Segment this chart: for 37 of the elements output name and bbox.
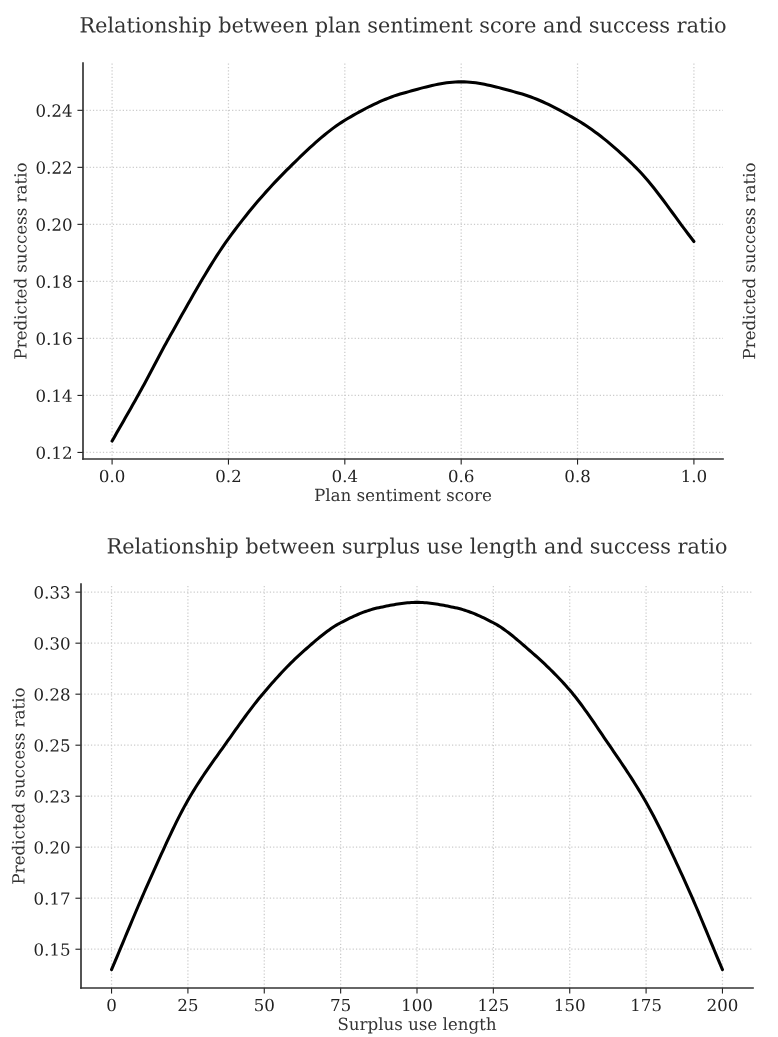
y-tick-label: 0.24 xyxy=(36,104,72,117)
x-tick-label: 200 xyxy=(707,998,738,1012)
x-tick-label: 175 xyxy=(632,998,661,1012)
x-tick-label: 75 xyxy=(331,998,350,1012)
y-tick-label: 0.33 xyxy=(34,586,70,599)
x-tick-label: 0 xyxy=(107,998,116,1012)
x-tick-label: 25 xyxy=(178,998,198,1012)
x-tick-label: 0.4 xyxy=(332,469,358,483)
y-tick-label: 0.20 xyxy=(34,841,70,854)
y-tick-label: 0.20 xyxy=(36,218,72,231)
y-tick-label: 0.18 xyxy=(36,275,72,288)
x-tick-label: 0.8 xyxy=(565,469,590,483)
chart-title: Relationship between plan sentiment score and success ratio xyxy=(80,16,726,37)
x-axis-title: Surplus use length xyxy=(338,1017,497,1034)
y-tick-label: 0.30 xyxy=(34,637,70,650)
y-tick-label: 0.22 xyxy=(36,161,71,174)
y-axis-title: Predicted success ratio xyxy=(11,688,25,884)
chart-title: Relationship between surplus use length and success ratio xyxy=(107,537,727,559)
y-tick-label: 0.14 xyxy=(36,389,72,402)
x-tick-label: 0.0 xyxy=(99,469,125,483)
y-tick-label: 0.16 xyxy=(36,332,72,345)
x-tick-label: 100 xyxy=(403,998,432,1012)
x-axis-title: Plan sentiment score xyxy=(315,488,492,502)
y-tick-label: 0.17 xyxy=(34,892,70,905)
x-tick-label: 1.0 xyxy=(682,469,707,483)
y-tick-label: 0.25 xyxy=(34,739,70,752)
y-tick-label: 0.12 xyxy=(36,446,71,460)
x-tick-label: 125 xyxy=(479,998,508,1012)
x-tick-label: 50 xyxy=(255,998,274,1012)
x-tick-label: 0.2 xyxy=(216,469,241,483)
y2-axis-title: Predicted success ratio xyxy=(742,163,756,359)
y-tick-label: 0.15 xyxy=(34,943,70,956)
y-tick-label: 0.28 xyxy=(34,688,70,701)
y-axis-title: Predicted success ratio xyxy=(13,163,27,359)
y-tick-label: 0.23 xyxy=(34,790,70,803)
x-tick-label: 0.6 xyxy=(449,469,474,483)
x-tick-label: 150 xyxy=(555,998,585,1012)
